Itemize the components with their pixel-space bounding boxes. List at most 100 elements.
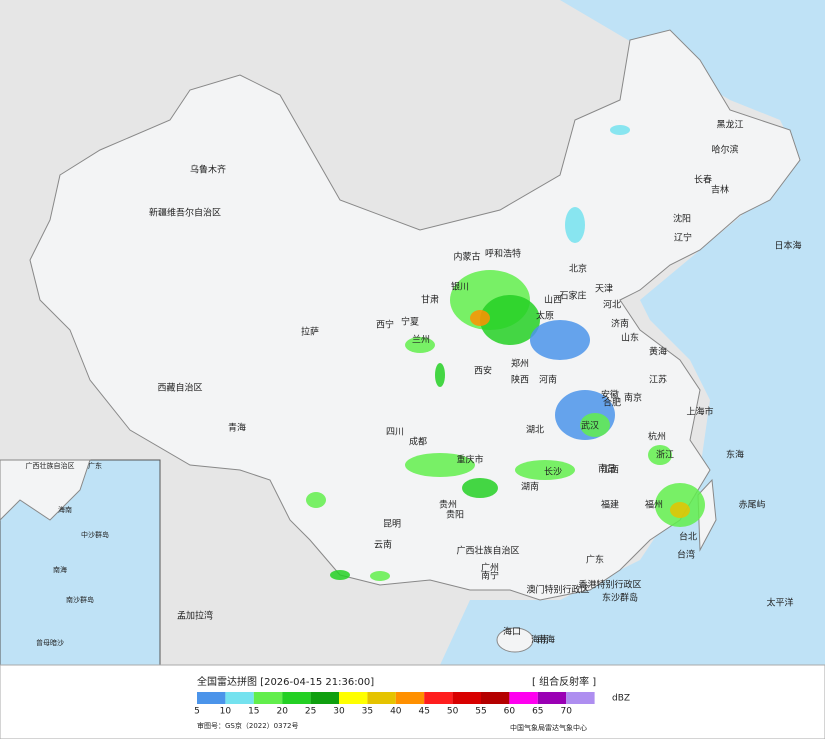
map-label: 西安 xyxy=(474,365,492,377)
map-label: 太原 xyxy=(536,310,554,322)
legend: 5 10 15 20 25 30 35 40 45 50 55 60 65 70 xyxy=(194,692,595,717)
radar-echo xyxy=(580,413,610,437)
radar-echo xyxy=(610,125,630,135)
map-label: 上海市 xyxy=(686,406,713,418)
legend-swatch xyxy=(310,692,339,704)
map-label: 郑州 xyxy=(511,358,529,370)
map-label: 云南 xyxy=(374,539,392,551)
map-label: 长沙 xyxy=(544,466,562,478)
legend-swatch xyxy=(537,692,567,704)
map-label: 香港特别行政区 xyxy=(578,579,641,591)
map-label: 江苏 xyxy=(649,374,667,386)
legend-swatch xyxy=(509,692,538,704)
map-label: 甘肃 xyxy=(421,294,439,306)
legend-swatch xyxy=(253,692,283,704)
radar-echo xyxy=(480,295,540,345)
map-label: 福州 xyxy=(645,499,663,511)
map-label: 杭州 xyxy=(648,431,666,443)
approval: 审图号：GS京（2022）0372号 xyxy=(197,721,299,730)
map-label: 福建 xyxy=(601,499,619,511)
map-label: 宁夏 xyxy=(401,316,419,328)
map-label: 台北 xyxy=(679,531,697,543)
footer-product: [ 组合反射率 ] xyxy=(532,675,596,688)
map-label: 海口 xyxy=(503,626,521,638)
map-label: 新疆维吾尔自治区 xyxy=(149,207,221,219)
map-label: 广东 xyxy=(586,554,604,566)
map-label: 乌鲁木齐 xyxy=(190,164,226,176)
radar-echo xyxy=(670,502,690,518)
legend-tick-label: 35 xyxy=(362,707,373,717)
legend-tick-label: 70 xyxy=(560,707,572,717)
legend-unit: dBZ xyxy=(612,694,630,704)
map-label: 贵阳 xyxy=(446,509,464,521)
map-label: 昆明 xyxy=(383,519,401,530)
map-label: 南京 xyxy=(624,392,642,404)
map-label: 广州 xyxy=(481,562,499,574)
map-label: 湖北 xyxy=(526,425,544,436)
map-label: 东海 xyxy=(726,449,744,461)
radar-echo xyxy=(470,310,490,326)
legend-tick-label: 60 xyxy=(504,707,516,717)
legend-tick-label: 45 xyxy=(418,707,429,717)
inset-label: 海南 xyxy=(58,505,72,514)
radar-echo xyxy=(435,363,445,387)
radar-echo xyxy=(370,571,390,581)
legend-swatch xyxy=(395,692,425,704)
map-label: 四川 xyxy=(386,428,404,438)
radar-echo xyxy=(405,453,475,477)
inset-label: 中沙群岛 xyxy=(81,530,109,539)
legend-tick-label: 25 xyxy=(305,707,316,717)
legend-tick-label: 15 xyxy=(248,707,259,717)
legend-swatch xyxy=(367,692,396,704)
radar-echo xyxy=(462,478,498,498)
legend-tick-label: 65 xyxy=(532,707,543,717)
map-label: 武汉 xyxy=(581,420,599,432)
map-label: 内蒙古 xyxy=(453,251,480,263)
map-label: 台湾 xyxy=(677,549,695,561)
map-label: 南海 xyxy=(537,634,555,646)
map-label: 沈阳 xyxy=(673,213,691,225)
radar-echoes xyxy=(306,125,705,581)
map-label: 西宁 xyxy=(376,319,394,331)
legend-swatch xyxy=(481,692,510,704)
map-label: 石家庄 xyxy=(559,290,586,302)
legend-tick-label: 55 xyxy=(475,707,486,717)
map-label: 济南 xyxy=(611,318,629,330)
map-label: 呼和浩特 xyxy=(485,248,521,260)
map-label: 江西 xyxy=(601,465,619,476)
map-label: 孟加拉湾 xyxy=(177,610,213,622)
map-label: 拉萨 xyxy=(301,326,319,338)
radar-echo xyxy=(330,570,350,580)
radar-echo xyxy=(306,492,326,508)
map-label: 黑龙江 xyxy=(716,119,743,131)
inset-label: 广东 xyxy=(88,461,102,470)
legend-swatch xyxy=(225,692,254,704)
map-label: 陕西 xyxy=(511,374,529,386)
map-label: 日本海 xyxy=(774,240,801,252)
map-label: 赤尾屿 xyxy=(738,500,765,511)
map-label: 海南 xyxy=(531,634,549,646)
sea xyxy=(440,0,825,665)
china-land xyxy=(29,29,801,601)
legend-swatch xyxy=(197,692,226,704)
radar-echo xyxy=(530,320,590,360)
radar-echo xyxy=(648,445,672,465)
map-label: 广西壮族自治区 xyxy=(456,545,519,557)
legend-swatch xyxy=(339,692,368,704)
inset-label: 南海 xyxy=(53,565,67,574)
map-label: 天津 xyxy=(595,284,613,295)
map-label: 重庆市 xyxy=(456,454,483,466)
legend-tick-label: 40 xyxy=(390,707,402,717)
map-label: 西藏自治区 xyxy=(157,382,202,394)
map-label: 安徽 xyxy=(601,389,619,401)
map-label: 辽宁 xyxy=(674,232,692,244)
map-label: 湖南 xyxy=(521,481,539,493)
map-label: 河南 xyxy=(539,374,557,386)
map-label: 黄海 xyxy=(649,346,667,358)
radar-echo xyxy=(515,460,575,480)
map-label: 河北 xyxy=(603,299,621,311)
map-label: 成都 xyxy=(409,436,427,448)
legend-tick-label: 5 xyxy=(194,707,200,717)
